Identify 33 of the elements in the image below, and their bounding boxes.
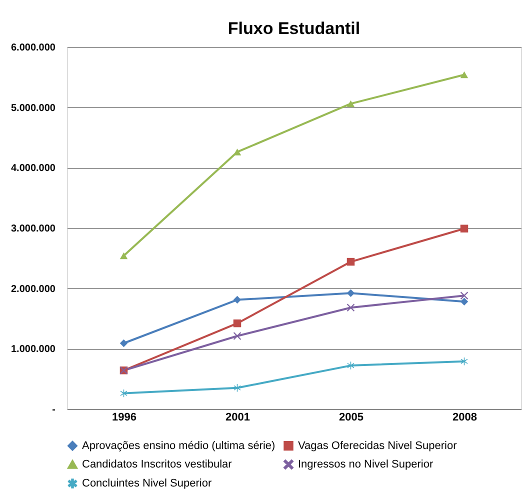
point [234,384,241,392]
y-tick-label: 4.000.000 [11,163,56,174]
point [346,258,355,266]
point [346,289,355,298]
y-tick-label: 3.000.000 [11,224,56,234]
y-tick-label: - [52,404,56,416]
point [460,292,468,300]
point [460,298,468,306]
legend-label: Vagas Oferecidas Nivel Superior [298,440,458,452]
x-tick-label: 1996 [112,412,136,424]
x-tick-label: 2001 [226,412,250,424]
point [460,357,468,366]
legend-label: Candidatos Inscritos vestibular [82,458,232,470]
point [233,296,242,304]
y-tick-label: 1.000.000 [11,344,56,356]
point [346,100,355,108]
legend-label: Aprovações ensino médio (ultima série) [82,440,276,452]
x-tick-label: 2008 [452,412,477,424]
point [460,224,468,232]
point [233,332,242,340]
point [347,362,354,370]
point [460,71,468,78]
y-tick-label: 6.000.000 [11,42,56,54]
point [120,252,128,260]
point [346,304,355,312]
legend-label: Concluintes Nivel Superior [82,478,212,490]
point [120,339,128,348]
legend-label: Ingressos no Nivel Superior [298,458,434,470]
chart-title: Fluxo Estudantil [228,19,360,38]
y-tick-label: 5.000.000 [11,102,56,114]
point [233,319,242,328]
x-tick-label: 2005 [339,412,364,424]
y-tick-label: 2.000.000 [11,284,56,295]
